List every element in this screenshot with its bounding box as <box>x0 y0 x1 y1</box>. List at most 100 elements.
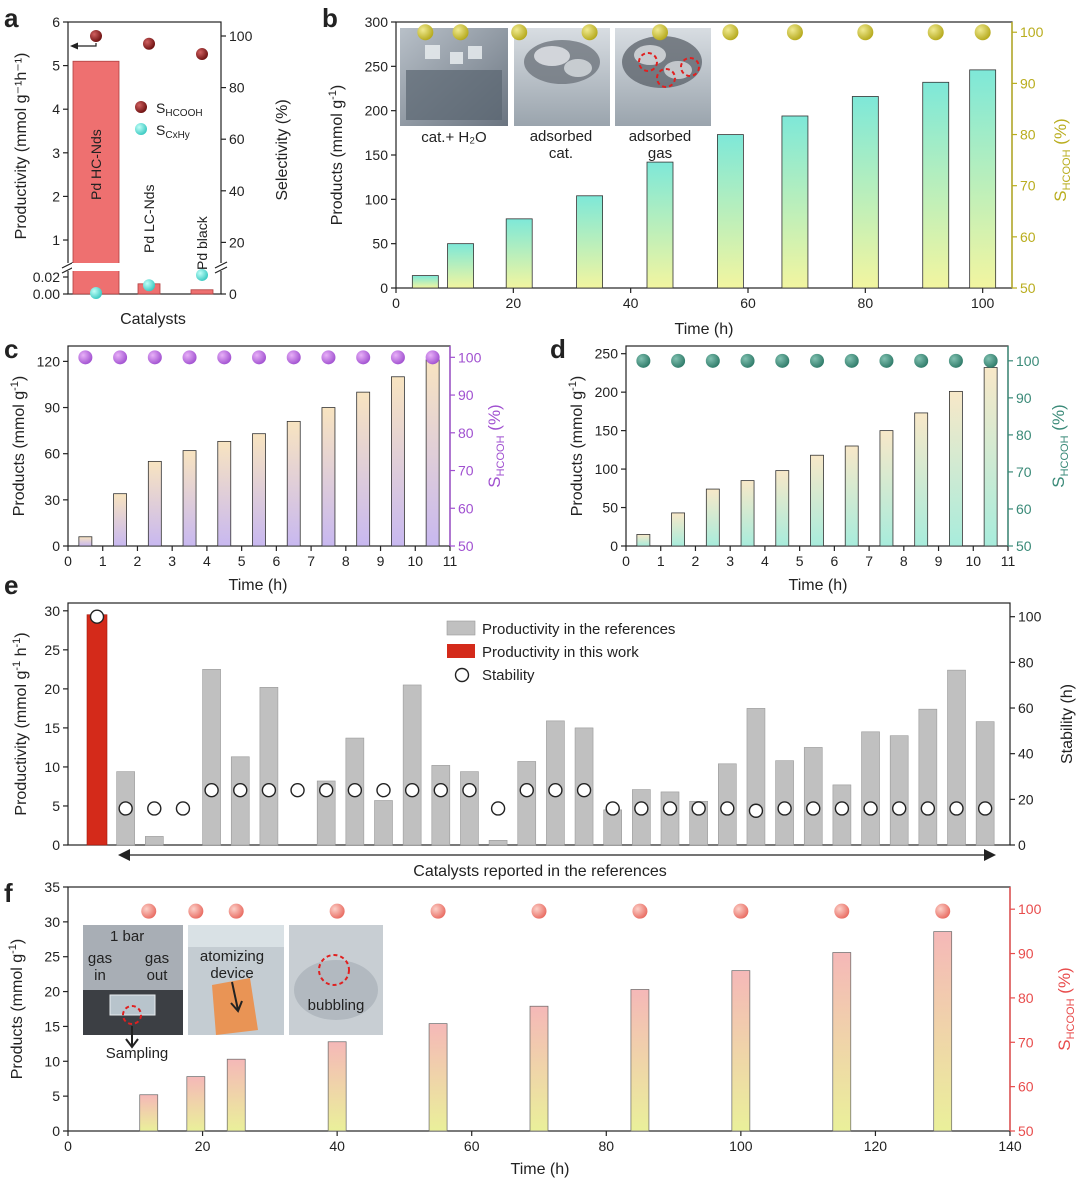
stability-point <box>806 801 821 816</box>
bubbling-marker <box>318 954 350 986</box>
y-tick-label: 90 <box>44 400 60 416</box>
panel-letter-c: c <box>4 334 18 364</box>
y-tick-label: 50 <box>372 236 388 252</box>
y2-tick-label: 70 <box>1016 464 1032 480</box>
photo-label-atomizing: atomizing device <box>200 948 264 982</box>
photo-label-gas-out: gas out <box>145 950 169 984</box>
y-tick-label: 100 <box>595 461 619 477</box>
gas-bubble-marker <box>680 57 700 77</box>
selectivity-point <box>948 353 963 368</box>
selectivity-point <box>78 350 93 365</box>
panel-d-ylabel2: SHCOOH (%) <box>1049 404 1071 487</box>
selectivity-point <box>652 24 668 41</box>
x-tick-label: 20 <box>195 1138 211 1154</box>
hcooh-selectivity-point <box>196 48 208 61</box>
stability-point <box>576 783 592 798</box>
selectivity-point <box>147 350 162 365</box>
photo-label-bubbling: bubbling <box>308 997 365 1014</box>
product-bar <box>252 433 266 547</box>
reference-bar <box>746 708 766 846</box>
product-bar <box>327 1041 347 1132</box>
legend-work-label: Productivity in this work <box>482 644 639 661</box>
category-label: Pd LC-Nds <box>141 185 157 253</box>
x-tick-label: 100 <box>729 1138 753 1154</box>
x-tick-label: 8 <box>342 553 350 569</box>
y2-tick-label: 40 <box>1018 746 1034 762</box>
reference-bar <box>374 800 393 846</box>
x-tick-label: 140 <box>998 1138 1022 1154</box>
x-tick-label: 6 <box>830 553 838 569</box>
x-tick-label: 0 <box>64 553 72 569</box>
this-work-bar <box>86 614 108 846</box>
panel-c: 0 1 2 3 4 5 6 7 8 9 10 11 0 30 60 90 120 50 60 70 80 90 100 Ti… <box>9 345 507 594</box>
x-tick-label: 11 <box>1001 553 1016 569</box>
bar-break-gap <box>72 263 120 271</box>
x-tick-label: 10 <box>407 553 423 569</box>
panel-a: 1 2 3 4 5 6 0.000.02 0 20 40 60 80 100 Pd HC-Nds Pd L… <box>13 14 291 328</box>
stability-point <box>920 801 936 816</box>
cxhy-selectivity-point <box>143 279 155 292</box>
panel-a-axis-break <box>60 263 230 271</box>
category-label: Pd black <box>194 215 210 270</box>
y2-tick-label: 60 <box>1020 229 1036 245</box>
y-tick-label: 100 <box>365 191 389 207</box>
stability-point <box>433 783 448 798</box>
selectivity-point <box>927 24 944 41</box>
selectivity-point <box>511 24 528 41</box>
legend-stability-marker <box>454 667 470 683</box>
x-tick-label: 2 <box>692 553 700 569</box>
panel-d-ylabel: Products (mmol g-1) <box>567 376 586 516</box>
product-bar <box>529 1005 549 1132</box>
stability-point <box>691 801 706 816</box>
reference-bar <box>660 791 680 846</box>
y-tick-label: 150 <box>365 147 389 163</box>
photo-label-gas-in: gas in <box>88 950 112 984</box>
panel-b-ylabel2: SHCOOH (%) <box>1051 118 1073 201</box>
selectivity-point <box>857 24 874 41</box>
y2-tick-label: 50 <box>458 538 474 554</box>
y2-tick-label: 80 <box>1016 427 1032 443</box>
x-tick-label: 60 <box>740 295 756 311</box>
x-tick-label: 9 <box>377 553 385 569</box>
stability-point <box>204 783 219 798</box>
stability-point <box>261 783 277 798</box>
reference-bar <box>202 669 221 846</box>
y2-tick-label: 60 <box>1018 700 1034 716</box>
selectivity-point <box>425 350 440 365</box>
selectivity-point <box>452 24 469 41</box>
gas-bubble-marker <box>656 68 676 88</box>
product-bar <box>428 1023 448 1132</box>
selectivity-point <box>935 903 951 919</box>
panel-f-photo-3 <box>289 925 383 1035</box>
selectivity-point <box>733 903 749 919</box>
product-bar <box>411 275 439 289</box>
product-bar <box>731 970 751 1132</box>
reference-bar <box>402 684 422 846</box>
y2-tick-label: 100 <box>1020 24 1044 40</box>
selectivity-point <box>390 350 405 365</box>
product-bar <box>356 391 371 547</box>
reference-bar <box>488 840 508 846</box>
selectivity-point <box>879 353 894 368</box>
x-tick-label: 100 <box>971 295 995 311</box>
y2-tick-label: 80 <box>1018 990 1034 1006</box>
panel-letter-a: a <box>4 3 19 33</box>
x-tick-label: 7 <box>865 553 873 569</box>
y-tick-label: 20 <box>44 984 60 1000</box>
y2-tick-label: 70 <box>1020 178 1036 194</box>
panel-f-photo-2 <box>188 925 284 1035</box>
y2-tick-label: 80 <box>229 80 245 96</box>
y-tick-label: 250 <box>365 58 389 74</box>
reference-bar <box>918 708 938 846</box>
stability-point <box>147 801 162 816</box>
selectivity-point <box>914 353 929 368</box>
panel-letter-d: d <box>550 334 566 364</box>
panel-e-frame <box>67 602 1011 846</box>
y-tick-label: 30 <box>44 603 60 619</box>
selectivity-point <box>636 353 651 368</box>
legend-ref-label: Productivity in the references <box>482 621 675 638</box>
photo-label-cat-water: cat.+ H₂O <box>421 129 486 146</box>
product-bar <box>914 412 929 547</box>
y2-tick-label: 90 <box>1016 390 1032 406</box>
photo-label-sampling: Sampling <box>106 1045 169 1062</box>
